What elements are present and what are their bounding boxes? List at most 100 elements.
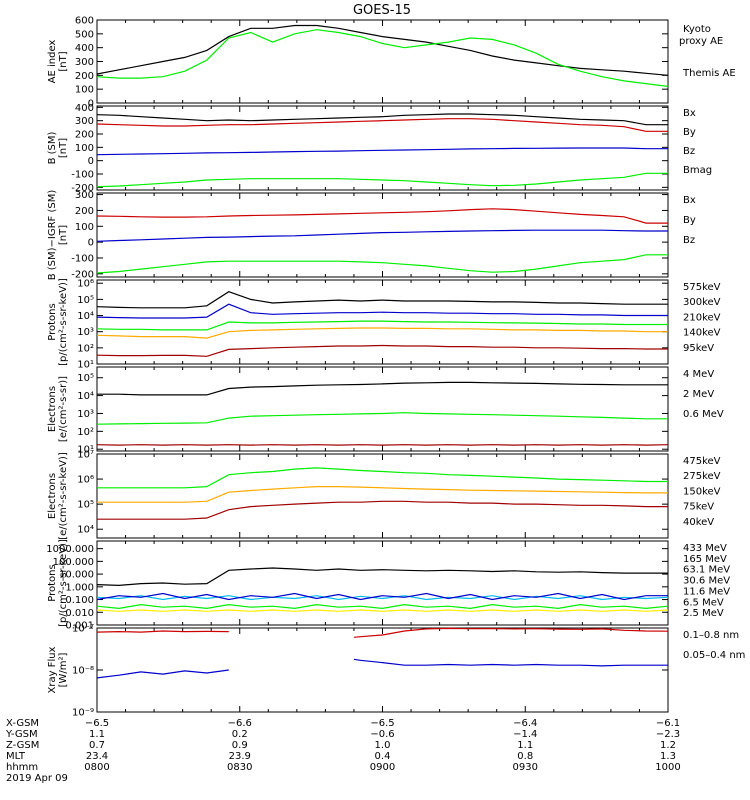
panel-frame [96,453,669,539]
y-tick-label: 10¹ [77,445,94,456]
y-tick-label: 10⁻⁸ [72,666,94,677]
footer-value: 0930 [513,762,538,773]
series-bx [96,229,668,242]
legend-label: Bz [683,146,695,157]
footer-value: 0.4 [375,751,391,762]
series-by [96,254,668,274]
footer-value: 0900 [370,762,395,773]
legend-label: 300keV [683,297,721,308]
legend-label: 11.6 MeV [683,586,730,597]
panel-bigrf: 300 200 100 0 -100 -200 B (SM)−IGRF (SM) [nT] Bx… [47,190,696,281]
footer-value: 23.9 [229,751,251,762]
y-tick-label: 10³ [77,409,94,420]
footer-value: −6.4 [513,718,537,729]
y-axis-label: B (SM) [47,131,58,164]
series-2-mev [96,412,668,425]
legend-label: 575keV [683,282,721,293]
series-0-1-0-8-nm [96,630,229,633]
series-kyoto-proxy-ae [96,29,669,87]
series-themis-ae [96,24,669,76]
y-axis-label: Electrons [47,473,58,519]
panel-frame [96,540,669,626]
y-tick-label: 0.010 [65,608,94,619]
y-tick-label: 10⁴ [77,311,94,322]
footer-value: 1.1 [517,740,533,751]
y-tick-label: 10⁴ [77,525,94,536]
series-30-6-mev [96,603,669,610]
footer-value: 1.0 [375,740,391,751]
panel-frame [96,19,669,104]
footer-value: 23.4 [86,751,108,762]
y-axis-label: B (SM)−IGRF (SM) [47,190,58,281]
footer-value: 0.2 [232,729,248,740]
footer-value: 0800 [84,762,109,773]
legend-label: 210keV [683,312,721,323]
series-0-05-0-4-nm [96,669,229,679]
y-tick-label: 10² [77,427,94,438]
y-tick-label: 10⁵ [77,373,94,384]
y-tick-label: -200 [71,269,94,280]
y-tick-label: 100 [75,85,94,96]
y-axis-label: Protons [47,564,58,601]
footer-value: −1.4 [513,729,537,740]
y-axis-label: [p/(cm²-s-sr-keV)] [58,539,69,627]
y-tick-label: 100 [75,143,94,154]
footer-value: −6.5 [85,718,109,729]
y-tick-label: 100.000 [53,557,94,568]
footer-value: −6.5 [370,718,394,729]
y-tick-label: 10⁵ [77,500,94,511]
y-tick-label: 10⁴ [77,391,94,402]
y-tick-label: 10⁷ [77,450,94,461]
y-tick-label: 600 [75,16,94,27]
series-bx [96,147,668,156]
footer-row-label: X-GSM [6,718,39,729]
series-by [96,172,668,188]
y-tick-label: 10⁶ [77,475,94,486]
panel-ae: 600 500 400 300 200 100 0 AE index [nT] Kyotoprox… [47,16,736,110]
legend-label: 2.5 MeV [683,608,724,619]
y-tick-label: 0 [88,156,94,167]
panel-frame [96,366,669,452]
plot-title: GOES-15 [353,3,411,18]
panel-prot_low: 10⁶ 10⁵ 10⁴ 10³ 10² 10¹ Protons [p/(cm²-s-sr-ke… [47,278,721,370]
panel-bsm: 400 300 200 100 0 -100 -200 B (SM) [nT] Bx By Bz Bma… [47,103,712,194]
y-axis-label: [nT] [58,225,69,245]
y-axis-label: [nT] [58,51,69,71]
y-tick-label: -100 [71,253,94,264]
legend-label: 2 MeV [683,389,714,400]
legend-label: 475keV [683,456,721,467]
y-tick-label: 1.000 [65,582,94,593]
y-tick-label: 10³ [77,327,94,338]
y-tick-label: 0 [88,99,94,110]
footer-value: 1000 [655,762,680,773]
footer-row-label: Y-GSM [5,729,38,740]
legend-label: 6.5 MeV [683,597,724,608]
series-0-6-mev [97,381,668,396]
y-tick-label: 300 [75,190,94,201]
footer-value: −0.6 [370,729,394,740]
panel-xray: 10⁻⁷ 10⁻⁸ 10⁻⁹ Xray Flux [W/m²] 0.1–0.8 nm 0.0… [47,624,745,719]
series-0-1-0-8-nm [353,627,669,638]
panel-elec_low: 10⁷ 10⁶ 10⁵ 10⁴ Electrons [e/(cm²-s-sr-keV)] 4… [47,450,721,540]
legend-label: Bx [683,195,696,206]
series-210kev [96,320,668,331]
panel-frame [96,627,669,713]
y-tick-label: -200 [71,183,94,194]
y-tick-label: 100 [75,222,94,233]
series-2-5-mev [96,567,668,587]
legend-label: 140keV [683,328,721,339]
series-475kev [97,500,668,520]
y-axis-label: Electrons [47,386,58,432]
legend-label: 275keV [683,471,721,482]
legend-label: 4 MeV [683,369,714,380]
y-tick-label: 200 [75,71,94,82]
legend-label: By [683,127,696,138]
y-tick-label: 10⁻⁷ [72,624,94,635]
legend-label: 150keV [683,486,721,497]
footer-value: 1.1 [89,729,105,740]
series-63-1-mev [96,609,669,612]
footer-row-label: hhmm [6,762,38,773]
legend-label: 63.1 MeV [683,565,730,576]
